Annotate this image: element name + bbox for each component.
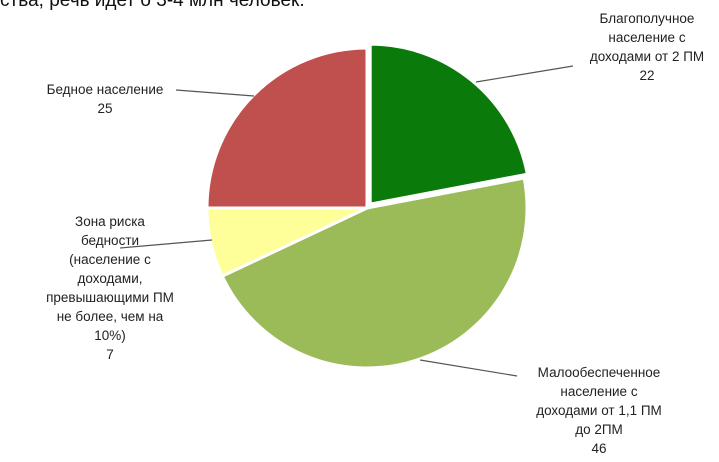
data-label-poor: Бедное население 25: [30, 80, 180, 118]
data-label-text: 10%): [94, 328, 126, 343]
leader-line-poor: [175, 89, 255, 97]
pie-slice-poor: [205, 46, 369, 210]
data-label-text: Малообеспеченное: [537, 365, 661, 380]
data-label-risk_zone: Зона риска бедности (население с доходами, п…: [30, 212, 190, 364]
data-label-value: 7: [106, 347, 114, 362]
leader-line-risk_zone: [119, 239, 213, 249]
data-label-text: до 2ПМ: [575, 422, 623, 437]
data-label-text: население с: [560, 384, 638, 399]
leader-line-prosperous: [475, 65, 574, 83]
leader-line-low_income: [419, 359, 518, 377]
data-label-text: превышающими ПМ: [46, 290, 174, 305]
data-label-text: население с: [608, 30, 686, 45]
data-label-prosperous: Благополучное население с доходами от 2 ПМ…: [562, 9, 719, 85]
data-label-text: доходами от 2 ПМ: [589, 49, 705, 64]
data-label-value: 25: [97, 101, 113, 116]
data-label-text: Бедное население: [46, 82, 164, 97]
data-label-low_income: Малообеспеченное население с доходами от 1…: [514, 363, 684, 458]
data-label-text: (население с: [69, 252, 151, 267]
data-label-value: 22: [639, 68, 655, 83]
data-label-text: бедности: [80, 233, 140, 248]
header-text: ства, речь идет о 3-4 млн человек.: [0, 0, 305, 11]
data-label-text: Благополучное: [599, 11, 695, 26]
data-label-text: доходами,: [77, 271, 143, 286]
pie-slice-low_income: [220, 176, 529, 370]
pie-slice-prosperous: [368, 42, 530, 206]
data-label-text: Зона риска: [75, 214, 145, 229]
data-label-value: 46: [591, 441, 607, 456]
data-label-text: доходами от 1,1 ПМ: [536, 403, 662, 418]
data-label-text: не более, чем на: [56, 309, 164, 324]
